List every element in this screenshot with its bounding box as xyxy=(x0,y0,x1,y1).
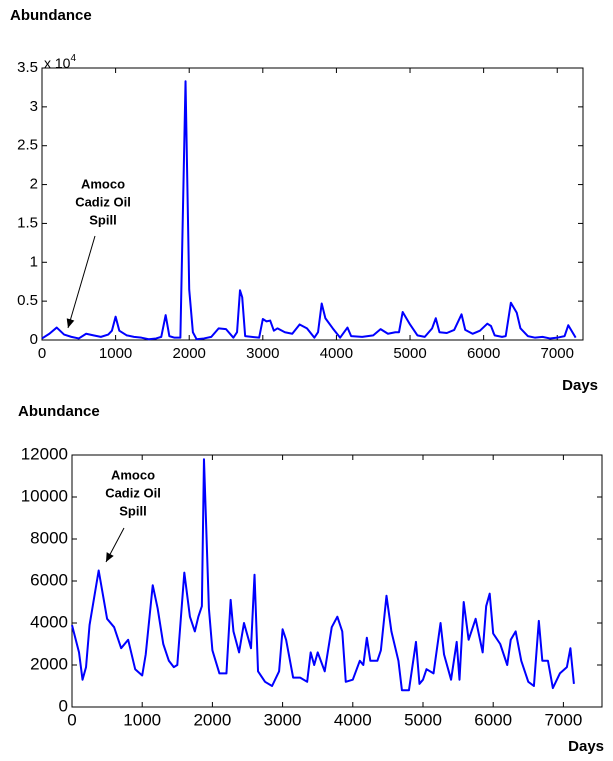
exponent-power: 4 xyxy=(70,53,76,64)
y-tick-label: 0.5 xyxy=(17,292,38,309)
y-tick-label: 4000 xyxy=(30,612,68,631)
axis-exponent: x 104 xyxy=(44,53,76,71)
x-tick-label: 6000 xyxy=(474,710,512,729)
x-tick-label: 6000 xyxy=(467,345,500,362)
chart-title: Abundance xyxy=(10,7,92,24)
annotation-text: Spill xyxy=(89,212,116,227)
x-tick-label: 0 xyxy=(67,710,76,729)
y-tick-label: 0 xyxy=(30,331,38,348)
annotation-text: Amoco xyxy=(111,467,155,482)
x-tick-label: 0 xyxy=(38,345,46,362)
y-tick-label: 10000 xyxy=(21,486,68,505)
annotation-text: Cadiz Oil xyxy=(75,194,131,209)
x-tick-label: 2000 xyxy=(173,345,206,362)
x-tick-label: 7000 xyxy=(544,710,582,729)
annotation-text: Amoco xyxy=(81,176,125,191)
annotation-arrow xyxy=(105,527,125,563)
data-line xyxy=(71,458,575,692)
y-tick-label: 6000 xyxy=(30,570,68,589)
y-tick-label: 3 xyxy=(30,98,38,115)
x-tick-label: 5000 xyxy=(393,345,426,362)
x-axis-label: Days xyxy=(568,738,604,755)
y-tick-label: 8000 xyxy=(30,528,68,547)
y-tick-label: 12000 xyxy=(21,444,68,463)
plot-area xyxy=(71,454,603,708)
y-tick-label: 1.5 xyxy=(17,214,38,231)
y-tick-label: 1 xyxy=(30,253,38,270)
annotation-arrow xyxy=(66,235,96,329)
annotation-text: Spill xyxy=(119,503,146,518)
x-tick-label: 7000 xyxy=(541,345,574,362)
x-tick-label: 4000 xyxy=(334,710,372,729)
y-tick-label: 0 xyxy=(59,696,68,715)
x-tick-label: 3000 xyxy=(246,345,279,362)
chart-title: Abundance xyxy=(18,403,100,420)
x-tick-label: 1000 xyxy=(123,710,161,729)
x-axis-label: Days xyxy=(562,377,598,394)
x-tick-label: 3000 xyxy=(264,710,302,729)
plot-area xyxy=(41,67,584,341)
y-tick-label: 2 xyxy=(30,176,38,193)
data-line xyxy=(41,80,577,341)
x-tick-label: 5000 xyxy=(404,710,442,729)
x-tick-label: 2000 xyxy=(193,710,231,729)
x-tick-label: 4000 xyxy=(320,345,353,362)
y-tick-label: 3.5 xyxy=(17,59,38,76)
x-tick-label: 1000 xyxy=(99,345,132,362)
y-tick-label: 2.5 xyxy=(17,137,38,154)
y-tick-label: 2000 xyxy=(30,654,68,673)
annotation-text: Cadiz Oil xyxy=(105,485,161,500)
exponent-base: x 10 xyxy=(44,55,71,71)
